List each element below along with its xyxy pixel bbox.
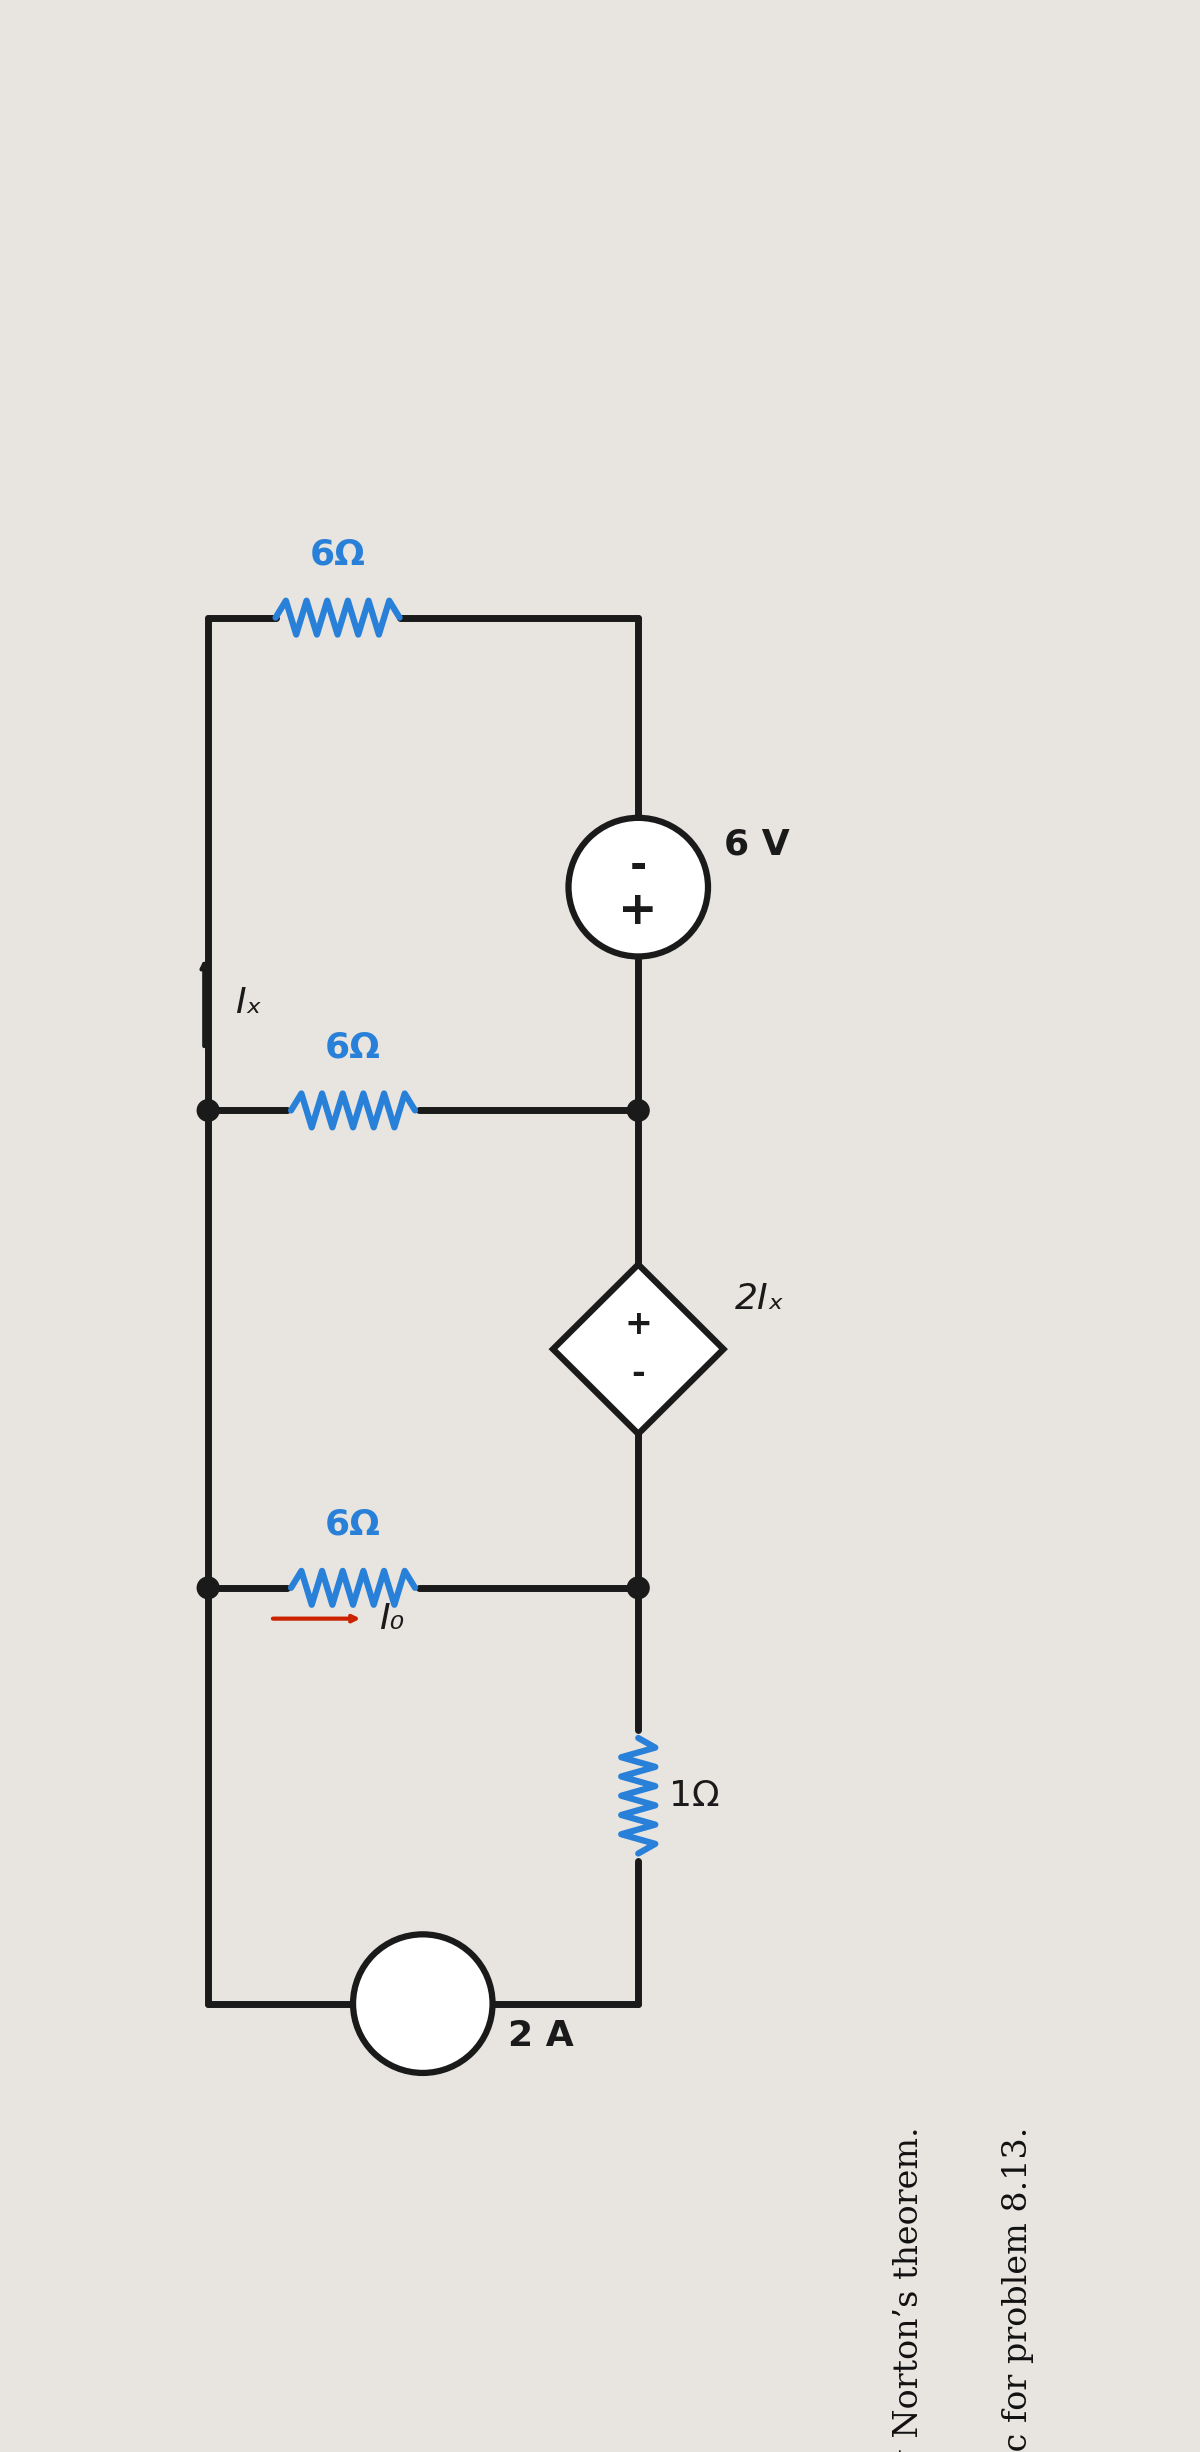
Circle shape: [628, 1098, 649, 1121]
Circle shape: [197, 1098, 218, 1121]
Text: Iₓ: Iₓ: [235, 986, 262, 1020]
Circle shape: [569, 819, 708, 956]
Text: -: -: [630, 843, 647, 888]
Text: 6Ω: 6Ω: [325, 1030, 380, 1064]
Text: 2Iₓ: 2Iₓ: [736, 1282, 785, 1317]
Text: +: +: [618, 890, 658, 934]
Circle shape: [197, 1577, 218, 1599]
Polygon shape: [553, 1265, 724, 1434]
Text: 2 A: 2 A: [508, 2018, 574, 2052]
Text: -: -: [631, 1358, 646, 1390]
Text: I₀: I₀: [379, 1601, 403, 1635]
Text: +: +: [624, 1307, 652, 1341]
Text: 6Ω: 6Ω: [325, 1508, 380, 1542]
Circle shape: [628, 1577, 649, 1599]
Text: 1Ω: 1Ω: [670, 1778, 720, 1812]
Text: 6Ω: 6Ω: [310, 537, 366, 571]
Text: 6 V: 6 V: [724, 829, 790, 861]
Circle shape: [353, 1935, 492, 2072]
Text: 8.14  Determine the current I₀ in the circuit shown in Figure 8-61 using Norton’: 8.14 Determine the current I₀ in the cir…: [893, 2126, 925, 2452]
Text: FIGURE 8-60: Circuit schematic for problem 8.13.: FIGURE 8-60: Circuit schematic for probl…: [1002, 2126, 1033, 2452]
